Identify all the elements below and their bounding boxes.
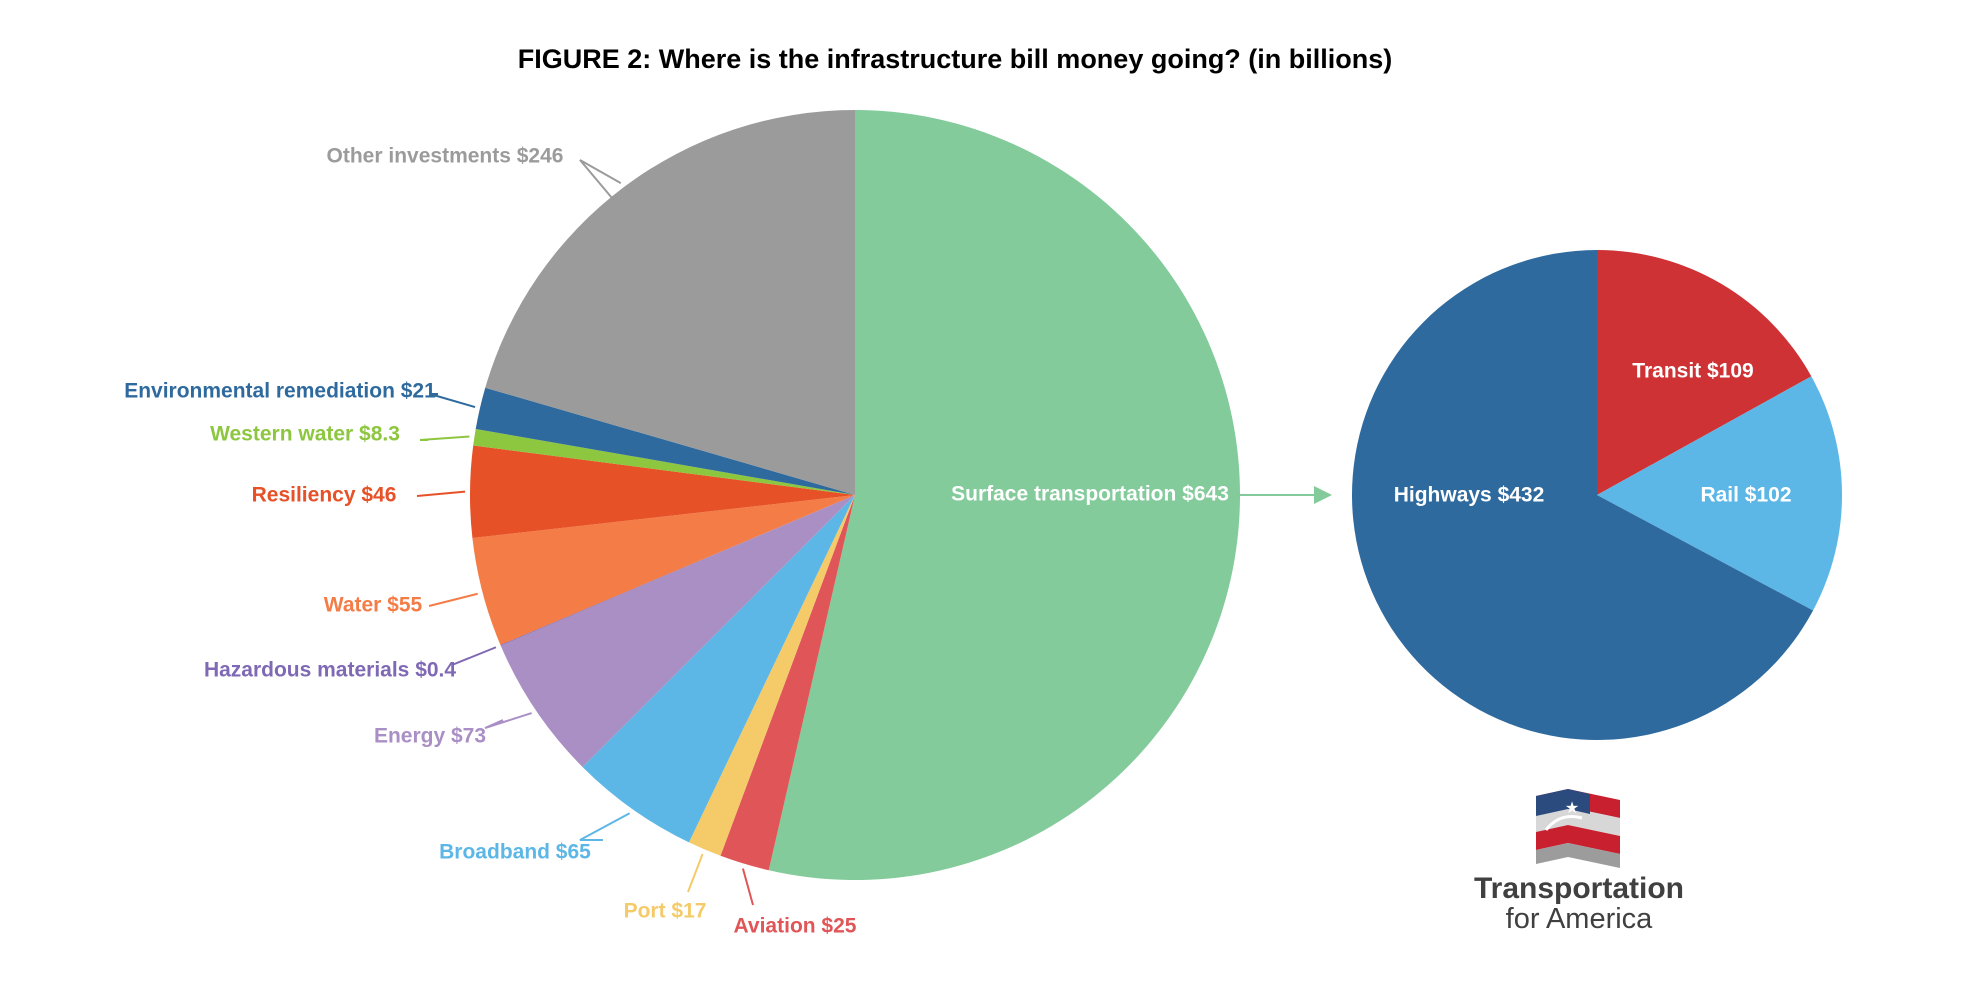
- pie-label-port-17: Port $17: [624, 900, 707, 923]
- pie-slice-western-water-8-3: [473, 428, 855, 495]
- pie-slice-highways-432: [1352, 250, 1814, 740]
- transportation-for-america-logo: ★ Transportation for America: [1474, 789, 1684, 935]
- pie-label-broadband-65: Broadband $65: [439, 841, 591, 864]
- pie-slice-transit-109: [1597, 250, 1812, 495]
- leader-line-broadband-65: [579, 812, 631, 841]
- leader-line-environmental-remediation-21: [429, 393, 476, 409]
- pie-slice-surface-transportation-643: [768, 110, 1241, 880]
- main-pie-leader-lines: [416, 159, 754, 906]
- breakdown-pie: [1352, 250, 1842, 740]
- breakdown-pie-labels: Transit $109 Rail $102 Highways $432: [1394, 360, 1792, 507]
- pie-label-aviation-25: Aviation $25: [734, 915, 857, 938]
- pie-slice-rail-102: [1597, 376, 1842, 611]
- pie-label-environmental-remediation-21: Environmental remediation $21: [124, 380, 436, 403]
- leader-line-water-55: [428, 592, 478, 607]
- pie-label-hazardous-materials-0-4: Hazardous materials $0.4: [204, 659, 456, 682]
- pie-slice-other-investments-246: [485, 110, 855, 495]
- main-pie: [470, 110, 1241, 880]
- pie-label-other-investments-246: Other investments $246: [327, 145, 564, 168]
- breakdown-label-rail-102: Rail $102: [1700, 484, 1791, 507]
- pie-slice-port-17: [688, 495, 855, 856]
- breakdown-label-highways-432: Highways $432: [1394, 484, 1545, 507]
- leader-line-energy-73: [484, 712, 532, 729]
- pie-label-water-55: Water $55: [324, 594, 423, 617]
- pie-label-resiliency-46: Resiliency $46: [252, 484, 397, 507]
- pie-slice-water-55: [472, 495, 855, 645]
- leader-line-aviation-25: [741, 868, 754, 906]
- breakdown-label-transit-109: Transit $109: [1632, 360, 1753, 383]
- pie-label-energy-73: Energy $73: [374, 725, 486, 748]
- svg-text:★: ★: [1565, 798, 1579, 817]
- leader-line-hazardous-materials-0-4: [451, 646, 497, 666]
- logo-line-1: Transportation: [1474, 872, 1684, 905]
- pie-slice-resiliency-46: [470, 445, 855, 539]
- pie-slice-aviation-25: [720, 495, 855, 871]
- pie-slice-environmental-remediation-21: [475, 387, 855, 495]
- pie-label-western-water-8-3: Western water $8.3: [210, 423, 400, 446]
- pie-label-surface-transportation-643: Surface transportation $643: [951, 483, 1229, 506]
- leader-line-other-investments-246: [579, 159, 622, 199]
- chart-title: FIGURE 2: Where is the infrastructure bi…: [518, 44, 1393, 74]
- leader-line-resiliency-46: [416, 490, 466, 497]
- breakdown-arrow: [1232, 486, 1332, 504]
- leader-line-western-water-8-3: [419, 435, 470, 441]
- pie-slice-broadband-65: [582, 495, 855, 843]
- leader-line-port-17: [687, 853, 704, 893]
- logo-line-2: for America: [1506, 903, 1654, 935]
- flag-icon: ★: [1536, 789, 1620, 868]
- pie-slice-hazardous-materials-0-4: [500, 495, 855, 646]
- pie-slice-energy-73: [500, 495, 855, 767]
- main-pie-labels: Surface transportation $643 Aviation $25 P…: [124, 145, 1229, 938]
